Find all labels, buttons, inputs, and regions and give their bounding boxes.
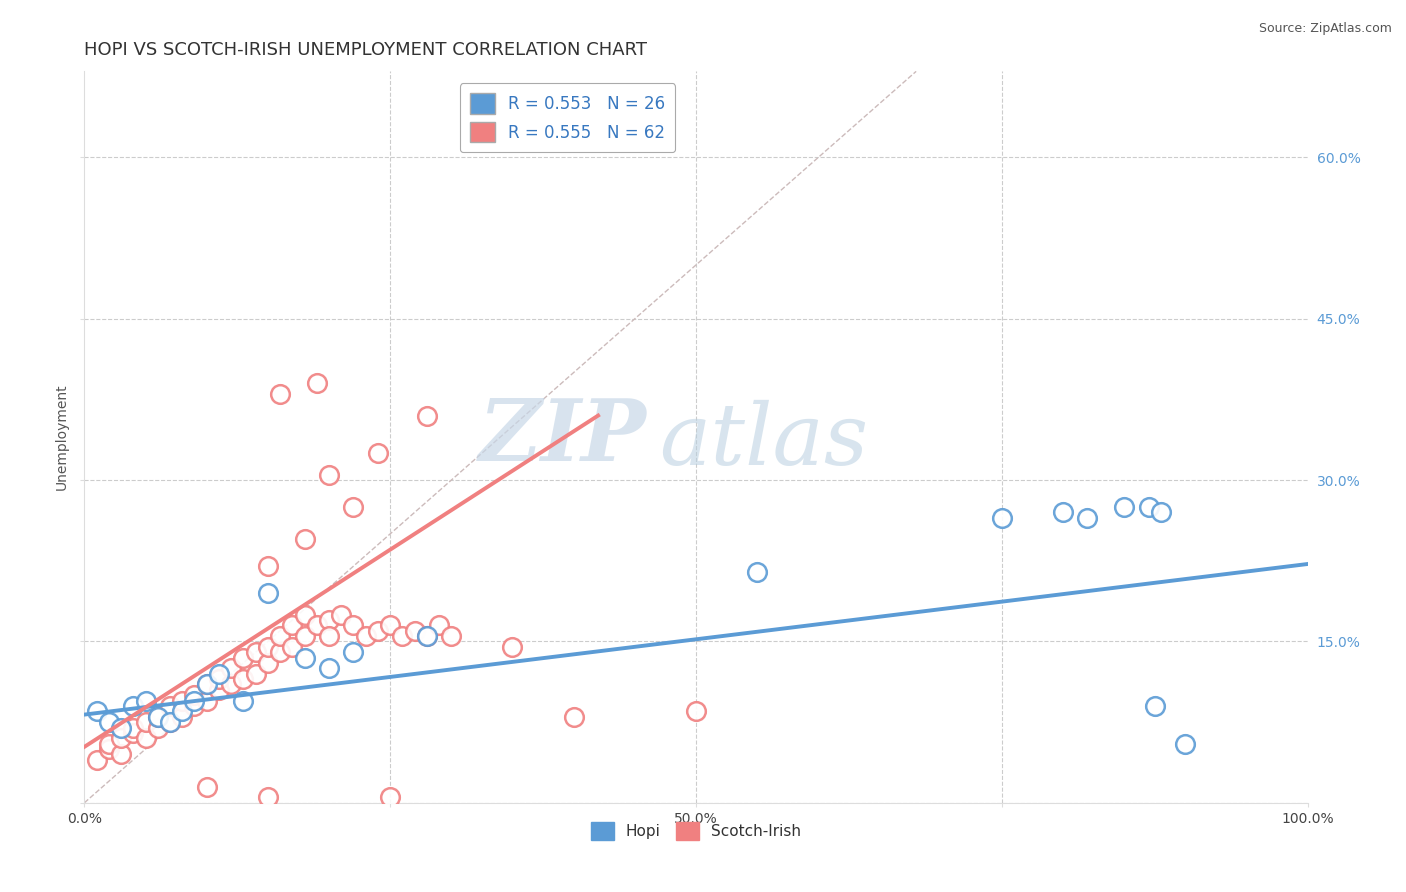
Point <box>685 705 707 719</box>
Point <box>294 650 316 665</box>
Point <box>97 715 120 730</box>
Point <box>183 688 205 702</box>
Point <box>257 790 280 805</box>
Point <box>1150 505 1173 519</box>
Point <box>380 618 402 632</box>
Point <box>232 672 254 686</box>
Point <box>269 645 291 659</box>
Point <box>159 715 181 730</box>
Y-axis label: Unemployment: Unemployment <box>55 384 69 491</box>
Point <box>562 710 585 724</box>
Point <box>257 559 280 574</box>
Point <box>122 726 145 740</box>
Point <box>110 747 132 762</box>
Point <box>195 780 218 794</box>
Point <box>195 677 218 691</box>
Point <box>440 629 463 643</box>
Point <box>1052 505 1074 519</box>
Text: ZIP: ZIP <box>479 395 647 479</box>
Point <box>404 624 426 638</box>
Point <box>380 790 402 805</box>
Point <box>1137 500 1160 514</box>
Point <box>232 693 254 707</box>
Point <box>86 705 108 719</box>
Point <box>110 721 132 735</box>
Point <box>183 698 205 713</box>
Point <box>135 715 157 730</box>
Point <box>747 565 769 579</box>
Text: HOPI VS SCOTCH-IRISH UNEMPLOYMENT CORRELATION CHART: HOPI VS SCOTCH-IRISH UNEMPLOYMENT CORREL… <box>84 41 647 59</box>
Point <box>146 721 169 735</box>
Point <box>159 698 181 713</box>
Point <box>146 710 169 724</box>
Point <box>1174 737 1197 751</box>
Point <box>122 721 145 735</box>
Point <box>159 715 181 730</box>
Point <box>97 742 120 756</box>
Point <box>257 640 280 654</box>
Point <box>135 693 157 707</box>
Point <box>318 467 340 482</box>
Point <box>416 409 439 423</box>
Point <box>502 640 524 654</box>
Point <box>318 613 340 627</box>
Point <box>97 737 120 751</box>
Point <box>208 672 231 686</box>
Point <box>1143 698 1166 713</box>
Point <box>281 618 304 632</box>
Point <box>208 666 231 681</box>
Point <box>342 618 364 632</box>
Point <box>110 731 132 746</box>
Point <box>1114 500 1136 514</box>
Point <box>330 607 353 622</box>
Point <box>367 446 389 460</box>
Point <box>991 510 1014 524</box>
Point <box>294 629 316 643</box>
Point <box>367 624 389 638</box>
Point <box>294 533 316 547</box>
Point <box>342 500 364 514</box>
Point <box>219 677 242 691</box>
Point <box>342 645 364 659</box>
Point <box>318 629 340 643</box>
Point <box>257 586 280 600</box>
Point <box>427 618 450 632</box>
Point <box>208 682 231 697</box>
Text: Source: ZipAtlas.com: Source: ZipAtlas.com <box>1258 22 1392 36</box>
Point <box>354 629 377 643</box>
Point <box>195 693 218 707</box>
Text: atlas: atlas <box>659 400 869 482</box>
Point <box>391 629 413 643</box>
Point <box>86 753 108 767</box>
Point <box>245 666 267 681</box>
Point <box>257 656 280 670</box>
Point <box>122 698 145 713</box>
Point <box>318 661 340 675</box>
Point <box>305 618 328 632</box>
Point <box>1076 510 1098 524</box>
Point <box>232 650 254 665</box>
Legend: Hopi, Scotch-Irish: Hopi, Scotch-Irish <box>585 815 807 847</box>
Point <box>172 693 194 707</box>
Point <box>294 607 316 622</box>
Point <box>416 629 439 643</box>
Point <box>269 629 291 643</box>
Point <box>281 640 304 654</box>
Point <box>172 705 194 719</box>
Point <box>135 731 157 746</box>
Point <box>305 376 328 391</box>
Point <box>269 387 291 401</box>
Point <box>245 645 267 659</box>
Point <box>183 693 205 707</box>
Point <box>172 710 194 724</box>
Point <box>146 710 169 724</box>
Point <box>416 629 439 643</box>
Point <box>219 661 242 675</box>
Point <box>195 677 218 691</box>
